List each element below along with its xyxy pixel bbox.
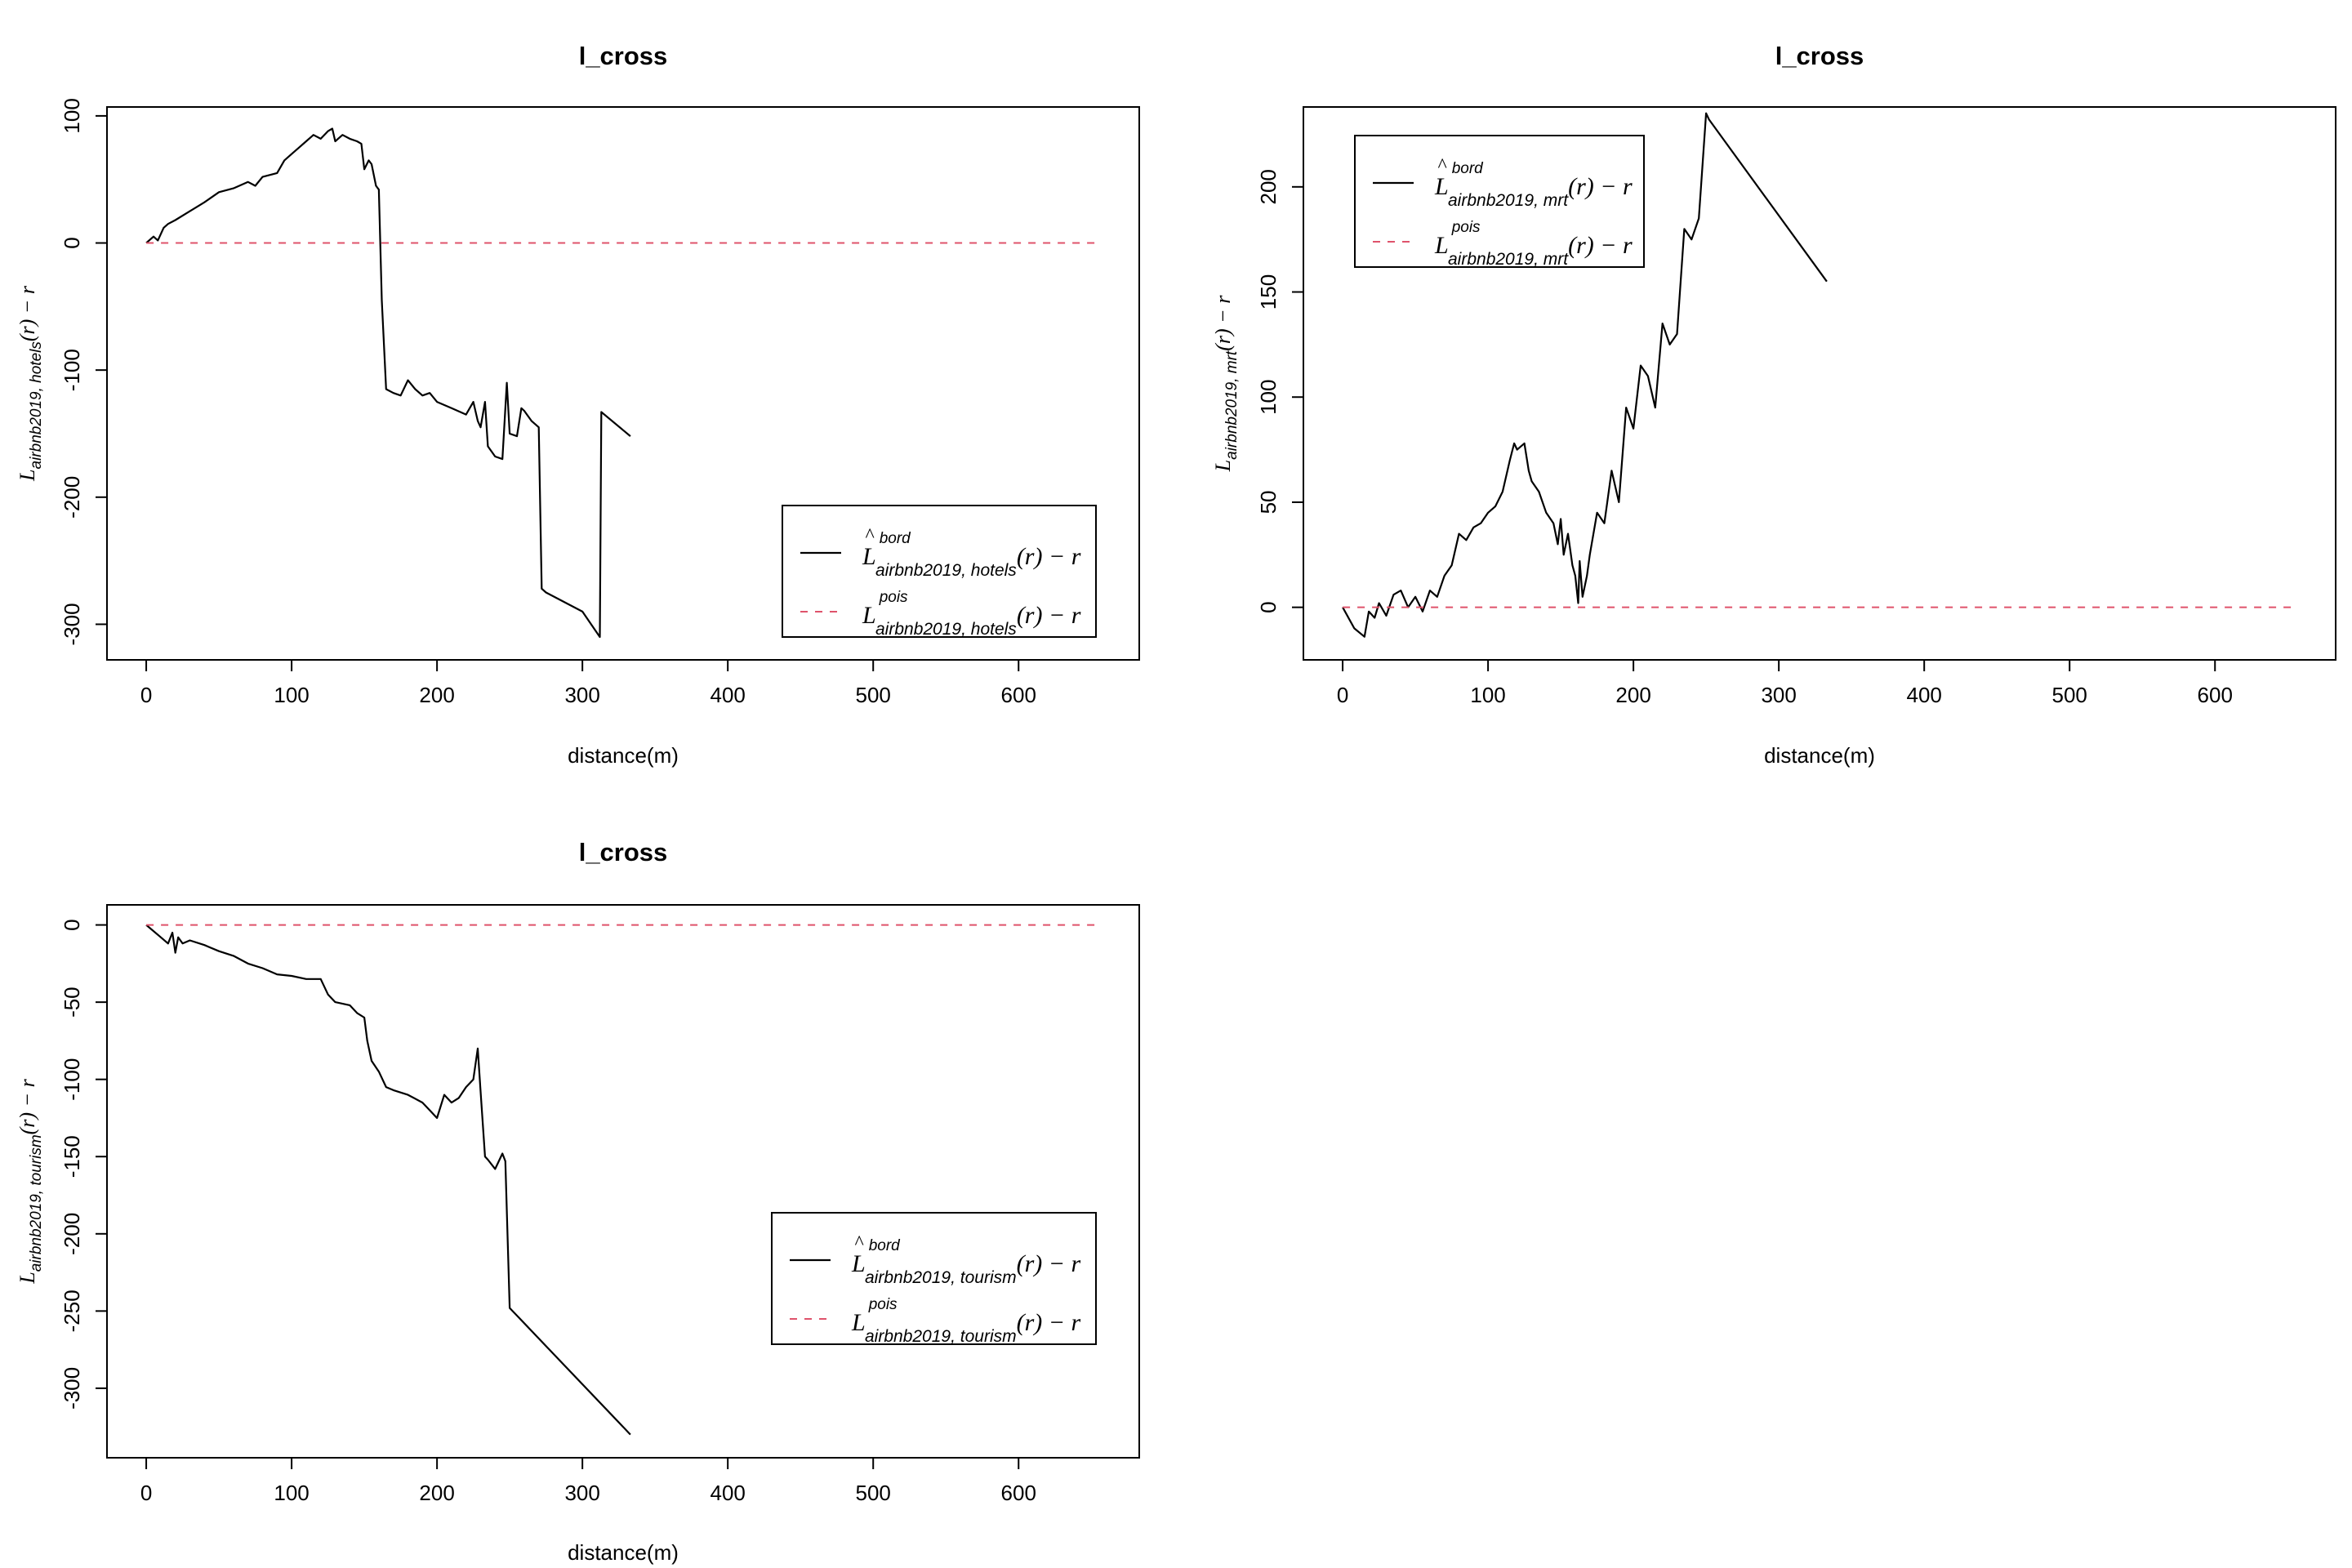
chart-panel-3: l_cross 0 100 200 300 400 500 600 -300 -250 -200 -1… <box>16 838 1140 1565</box>
legend-entry-bord: Lbord airbnb2019, hotels(r) − r <box>862 530 1081 580</box>
legend: Lbord airbnb2019, hotels(r) − r^ Lpois airb… <box>782 505 1097 639</box>
legend-entry-bord: Lbord airbnb2019, mrt(r) − r <box>1434 160 1633 210</box>
legend-entry-pois: Lpois airbnb2019, hotels(r) − r <box>862 589 1081 639</box>
chart-panel-1: l_cross 0 100 200 300 400 500 600 -300 -200 -100 0 1… <box>16 42 1140 768</box>
x-tick-label: 200 <box>419 1481 454 1505</box>
y-tick-label: 50 <box>1256 490 1281 514</box>
legend-entry-pois: Lpois airbnb2019, mrt(r) − r <box>1434 219 1633 269</box>
legend-hat: ^ <box>854 1232 864 1254</box>
x-tick-label: 300 <box>564 1481 599 1505</box>
x-tick-label: 300 <box>1761 683 1796 707</box>
x-tick-label: 200 <box>419 683 454 707</box>
x-axis-label: distance(m) <box>1764 743 1875 768</box>
x-tick-label: 400 <box>1906 683 1941 707</box>
data-line-bord <box>145 924 631 1436</box>
chart-panel-2: l_cross 0 100 200 300 400 500 600 0 50 100 150 200 di… <box>1211 42 2336 768</box>
x-tick-label: 600 <box>2198 683 2233 707</box>
chart-title: l_cross <box>1775 42 1864 70</box>
x-tick-label: 0 <box>140 1481 152 1505</box>
y-tick-label: 200 <box>1256 169 1281 204</box>
legend-hat: ^ <box>865 525 875 546</box>
x-tick-label: 200 <box>1615 683 1650 707</box>
y-tick-label: -300 <box>60 1367 84 1410</box>
legend-box <box>771 1212 1097 1345</box>
y-axis-label: Lairbnb2019, tourism(r) − r <box>16 1078 45 1284</box>
x-tick-label: 600 <box>1001 683 1036 707</box>
x-tick-label: 500 <box>2052 683 2087 707</box>
x-tick-label: 100 <box>274 1481 309 1505</box>
x-tick-label: 400 <box>710 1481 745 1505</box>
y-tick-label: -100 <box>60 349 84 391</box>
y-tick-label: 100 <box>60 98 84 133</box>
y-tick-label: -50 <box>60 987 84 1018</box>
y-tick-label: -200 <box>60 476 84 519</box>
x-tick-label: 500 <box>856 1481 891 1505</box>
legend: Lbord airbnb2019, mrt(r) − r^ Lpois airbnb2… <box>1354 135 1645 269</box>
legend-hat: ^ <box>1437 155 1447 176</box>
y-tick-label: -200 <box>60 1213 84 1255</box>
y-tick-label: 150 <box>1256 274 1281 310</box>
x-tick-label: 600 <box>1001 1481 1036 1505</box>
x-tick-label: 0 <box>1337 683 1348 707</box>
legend-box <box>782 505 1097 638</box>
y-axis-label: Lairbnb2019, mrt(r) − r <box>1211 295 1241 473</box>
x-tick-label: 400 <box>710 683 745 707</box>
y-tick-label: 100 <box>1256 380 1281 415</box>
legend: Lbord airbnb2019, tourism(r) − r^ Lpois air… <box>771 1212 1097 1346</box>
y-tick-label: 0 <box>1256 601 1281 612</box>
x-tick-label: 300 <box>564 683 599 707</box>
x-tick-label: 0 <box>140 683 152 707</box>
y-tick-label: -150 <box>60 1135 84 1178</box>
x-axis-label: distance(m) <box>568 743 679 768</box>
data-line-bord <box>145 127 631 639</box>
legend-entry-bord: Lbord airbnb2019, tourism(r) − r <box>851 1237 1081 1287</box>
x-tick-label: 500 <box>856 683 891 707</box>
legend-entry-pois: Lpois airbnb2019, tourism(r) − r <box>851 1296 1081 1346</box>
x-tick-label: 100 <box>274 683 309 707</box>
y-tick-label: -100 <box>60 1058 84 1101</box>
legend-box <box>1354 135 1645 268</box>
x-axis-label: distance(m) <box>568 1540 679 1565</box>
y-axis-label: Lairbnb2019, hotels(r) − r <box>16 285 45 482</box>
data-line-bord <box>1342 112 1828 638</box>
y-tick-label: -300 <box>60 603 84 645</box>
y-tick-label: 0 <box>60 919 84 930</box>
chart-title: l_cross <box>579 42 668 70</box>
y-tick-label: 0 <box>60 237 84 248</box>
x-tick-label: 100 <box>1470 683 1505 707</box>
y-tick-label: -250 <box>60 1290 84 1332</box>
chart-title: l_cross <box>579 838 668 866</box>
